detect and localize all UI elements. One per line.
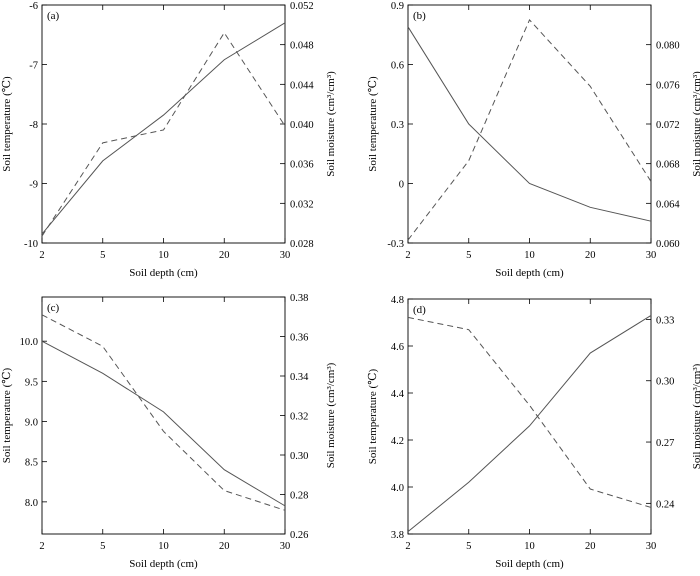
soil-moisture-line: [407, 18, 652, 241]
x-tick-label: 5: [100, 250, 105, 261]
y2-tick-label: 0.30: [656, 377, 674, 388]
y-tick-label: 4.2: [391, 436, 404, 447]
y2-tick-label: 0.048: [290, 41, 314, 52]
y-tick-label: 4.0: [391, 483, 404, 494]
soil-temperature-line: [41, 340, 286, 507]
x-tick-label: 2: [405, 250, 410, 261]
y2-axis-title: Soil moisture (cm³/cm³): [325, 362, 337, 468]
x-tick-label: 10: [158, 541, 169, 552]
y-tick-label: 8.5: [25, 458, 38, 469]
y2-axis-title: Soil moisture (cm³/cm³): [691, 363, 700, 469]
y-tick-label: 9.0: [25, 418, 38, 429]
y2-tick-label: 0.052: [290, 1, 314, 12]
y-tick-label: -7: [29, 61, 38, 72]
soil-moisture-line: [41, 314, 286, 511]
x-tick-label: 10: [524, 250, 535, 261]
y-axis-title: Soil temperature (℃): [367, 76, 379, 172]
x-tick-label: 20: [219, 541, 230, 552]
y2-tick-label: 0.26: [290, 530, 308, 541]
x-tick-label: 2: [405, 541, 410, 552]
y2-tick-label: 0.032: [290, 199, 314, 210]
y-tick-label: 4.4: [391, 389, 405, 400]
y2-tick-label: 0.068: [656, 160, 680, 171]
y-tick-label: 0.3: [391, 120, 404, 131]
x-tick-label: 30: [280, 250, 291, 261]
x-tick-label: 10: [524, 541, 535, 552]
panel-label: (c): [47, 302, 60, 314]
y-tick-label: 9.5: [25, 377, 38, 388]
y2-tick-label: 0.32: [290, 412, 308, 423]
y-tick-label: -9: [29, 180, 38, 191]
x-tick-label: 10: [158, 250, 169, 261]
soil-moisture-line: [407, 316, 652, 508]
panel-label: (d): [413, 304, 426, 316]
panel-a: 2 5 10 20 30 -10 -9 -8 -7 -6 0.028 0.032 0.036 0.040 0…: [1, 1, 337, 279]
plot-frame: [41, 4, 286, 244]
soil-temperature-line: [407, 26, 652, 222]
y-tick-label: 8.0: [25, 498, 38, 509]
panel-label: (b): [413, 10, 426, 22]
panel-c: 2 5 10 20 30 8.0 8.5 9.0 9.5 10.0 0.26 0.28 0.30 0.32…: [1, 293, 337, 570]
y2-tick-label: 0.33: [656, 315, 674, 326]
x-tick-label: 5: [466, 250, 471, 261]
soil-temperature-line: [407, 315, 652, 533]
x-tick-label: 2: [39, 250, 44, 261]
y-axis-title: Soil temperature (℃): [1, 367, 13, 463]
x-tick-label: 5: [466, 541, 471, 552]
y-tick-label: 4.6: [391, 342, 404, 353]
x-tick-label: 20: [219, 250, 230, 261]
y2-tick-label: 0.27: [656, 438, 674, 449]
y2-tick-label: 0.060: [656, 239, 680, 250]
x-axis-title: Soil depth (cm): [495, 558, 564, 570]
y2-tick-label: 0.028: [290, 239, 314, 250]
y2-tick-label: 0.28: [290, 491, 308, 502]
y-axis-title: Soil temperature (℃): [1, 76, 13, 172]
plot-frame: [407, 4, 652, 244]
x-axis-title: Soil depth (cm): [495, 267, 564, 279]
x-tick-label: 5: [100, 541, 105, 552]
x-axis-title: Soil depth (cm): [129, 267, 198, 279]
y-tick-label: 0.6: [391, 61, 404, 72]
y2-axis-title: Soil moisture (cm³/cm³): [325, 71, 337, 177]
x-tick-label: 2: [39, 541, 44, 552]
y2-axis-title: Soil moisture (cm³/cm³): [691, 71, 700, 177]
x-tick-label: 30: [280, 541, 291, 552]
y2-tick-label: 0.064: [656, 199, 680, 210]
plot-frame: [407, 298, 652, 535]
x-tick-label: 20: [585, 541, 596, 552]
y2-tick-label: 0.080: [656, 41, 680, 52]
y2-tick-label: 0.076: [656, 80, 680, 91]
y2-tick-label: 0.036: [290, 160, 314, 171]
x-axis-title: Soil depth (cm): [129, 558, 198, 570]
y-tick-label: 0.9: [391, 1, 404, 12]
y-tick-label: 10.0: [20, 337, 38, 348]
y-tick-label: 3.8: [391, 530, 404, 541]
y2-tick-label: 0.38: [290, 293, 308, 304]
y2-tick-label: 0.072: [656, 120, 680, 131]
soil-moisture-line: [41, 31, 286, 237]
y2-tick-label: 0.040: [290, 120, 314, 131]
x-tick-label: 20: [585, 250, 596, 261]
panel-label: (a): [47, 10, 60, 22]
y-tick-label: -6: [29, 1, 38, 12]
y-tick-label: -0.3: [387, 239, 404, 250]
x-tick-label: 30: [646, 250, 657, 261]
y2-tick-label: 0.30: [290, 451, 308, 462]
soil-temperature-line: [41, 22, 286, 235]
panel-d: 2 5 10 20 30 3.8 4.0 4.2 4.4 4.6 4.8 0.24 0.27 0.30 0.…: [367, 295, 700, 570]
y2-tick-label: 0.36: [290, 333, 308, 344]
panel-b: 2 5 10 20 30 -0.3 0 0.3 0.6 0.9 0.060 0.064 0.068 0.0…: [367, 1, 700, 279]
y-tick-label: 4.8: [391, 295, 404, 306]
y2-tick-label: 0.34: [290, 372, 309, 383]
y-tick-label: -10: [24, 239, 38, 250]
x-tick-label: 30: [646, 541, 657, 552]
y2-tick-label: 0.24: [656, 499, 675, 510]
y2-tick-label: 0.044: [290, 80, 314, 91]
y-tick-label: -8: [29, 120, 38, 131]
y-tick-label: 0: [399, 180, 404, 191]
y-axis-title: Soil temperature (℃): [367, 368, 379, 464]
